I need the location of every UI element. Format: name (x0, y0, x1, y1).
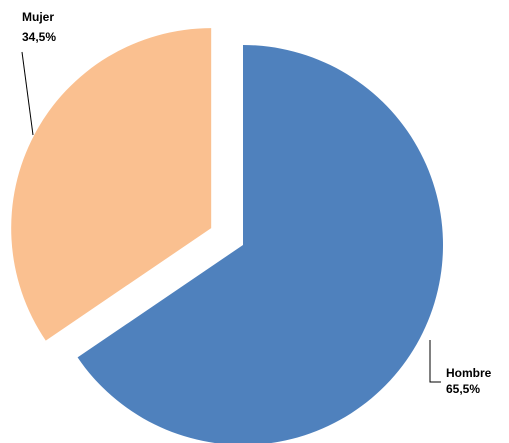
slice-value-label: 34,5% (22, 30, 56, 44)
pie-slice (77, 45, 443, 443)
leader-line (21, 51, 34, 136)
leader-line (429, 340, 441, 383)
slice-label: Hombre (446, 366, 492, 380)
slice-label: Mujer (22, 10, 54, 24)
slice-value-label: 65,5% (446, 382, 480, 396)
pie-slice (11, 28, 212, 341)
